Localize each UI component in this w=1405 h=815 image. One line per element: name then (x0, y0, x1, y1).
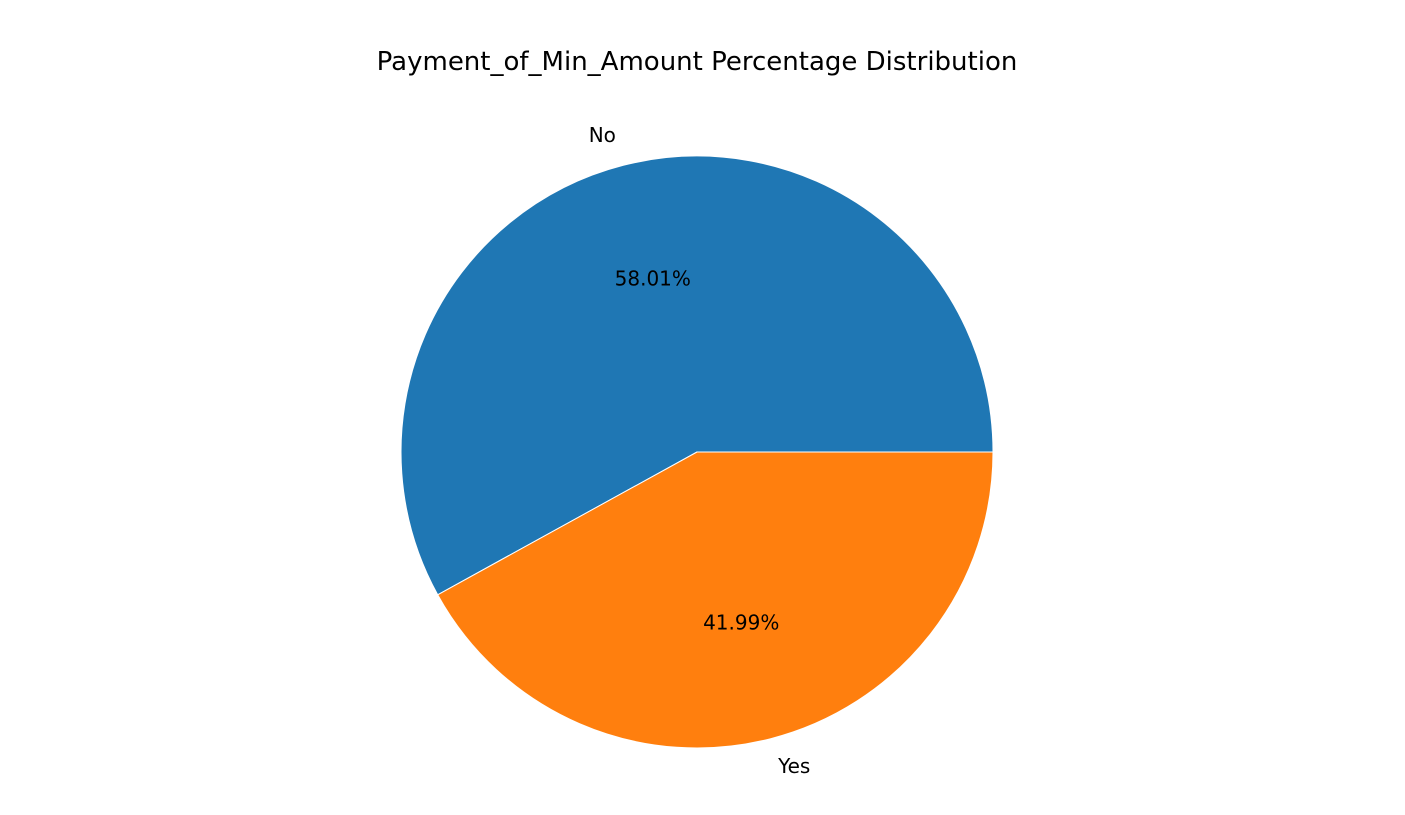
chart-title: Payment_of_Min_Amount Percentage Distrib… (377, 47, 1018, 77)
pie-slices (400, 155, 994, 749)
slice-label-no: No (589, 123, 616, 147)
pie-labels: No 58.01% Yes 41.99% (589, 123, 811, 778)
slice-percent-no: 58.01% (615, 266, 691, 290)
pie-slice-no (400, 155, 994, 596)
slice-label-yes: Yes (777, 754, 810, 778)
pie-slice-yes (437, 451, 994, 749)
slice-percent-yes: 41.99% (703, 611, 779, 635)
